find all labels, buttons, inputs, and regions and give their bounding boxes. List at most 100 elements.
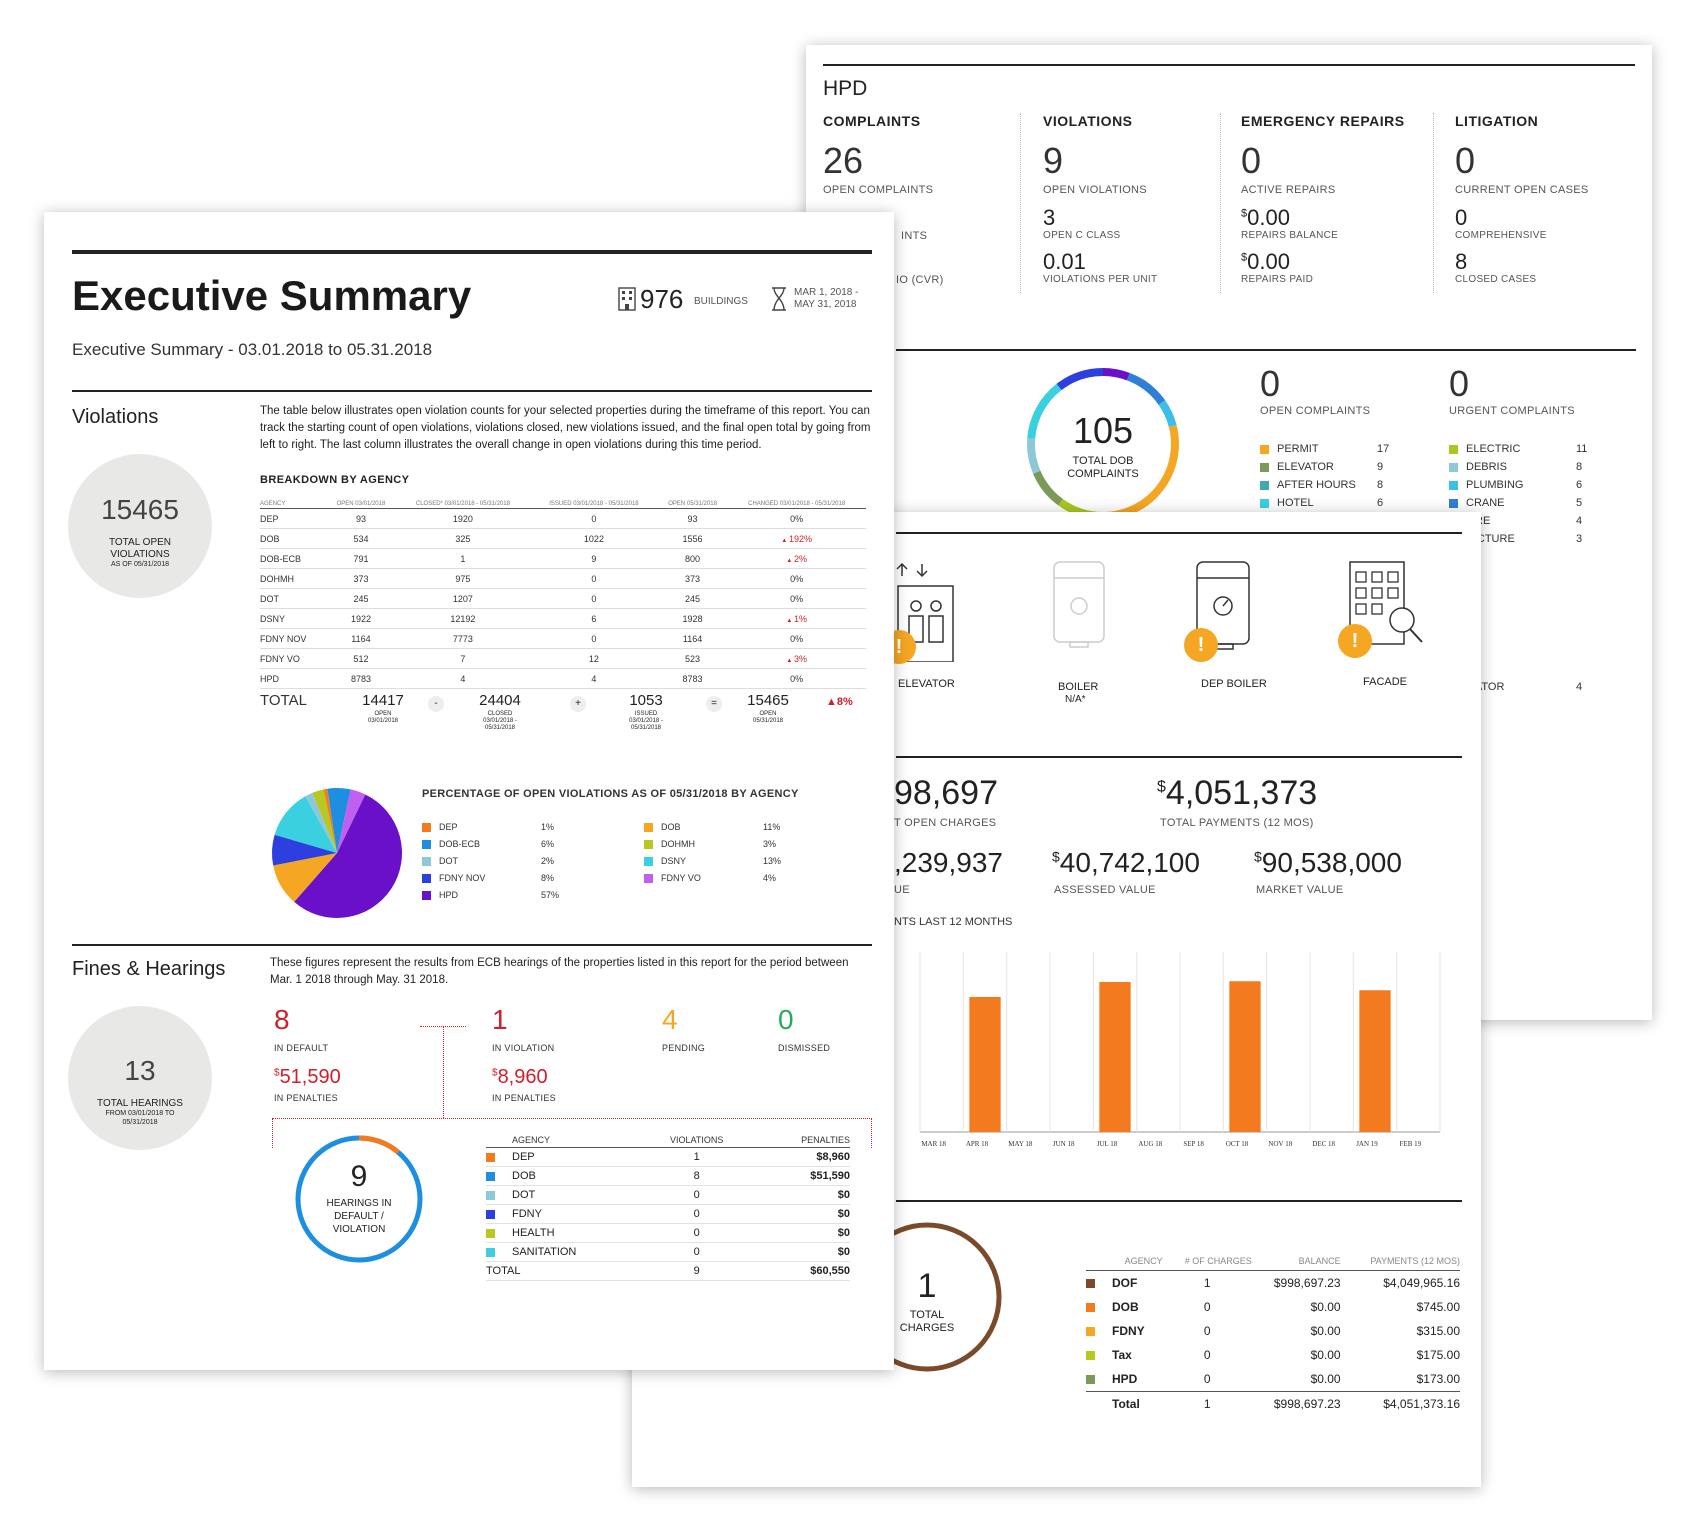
legend-pct: 11% bbox=[763, 822, 781, 832]
column-header: PENALTIES bbox=[750, 1133, 850, 1148]
legend-label: DOB bbox=[661, 822, 681, 832]
pending-value: 4 bbox=[662, 1004, 678, 1035]
market-value-label: MARKET VALUE bbox=[1256, 884, 1344, 896]
payments-cell: $4,049,965.16 bbox=[1383, 1276, 1460, 1290]
agency-cell: HEALTH bbox=[512, 1223, 643, 1243]
litigation-value: 0 bbox=[1455, 140, 1476, 181]
swatch-cell bbox=[486, 1242, 512, 1262]
totals-issued-l1: ISSUED bbox=[634, 711, 658, 717]
urgent-complaints-value: 0 bbox=[1449, 363, 1470, 404]
chart-bar bbox=[1099, 982, 1131, 1132]
agency-cell: Total bbox=[1112, 1397, 1140, 1411]
issued-cell: 6 bbox=[530, 608, 658, 629]
legend-label: DSNY bbox=[661, 856, 687, 866]
table-row: DOT 245 1207 0 245 0% bbox=[260, 588, 866, 609]
comprehensive-label: COMPREHENSIVE bbox=[1455, 230, 1547, 241]
agency-cell: DSNY bbox=[260, 608, 327, 629]
violations-c-class-label: OPEN C CLASS bbox=[1043, 230, 1121, 241]
top-rule bbox=[823, 64, 1635, 66]
agency-cell: FDNY bbox=[512, 1204, 643, 1224]
payments-cell: $745.00 bbox=[1416, 1300, 1460, 1314]
section-rule bbox=[72, 944, 872, 946]
chart-tick-label: JUL 18 bbox=[1097, 1140, 1118, 1148]
dob-total-value: 105 bbox=[1072, 410, 1134, 451]
count-cell: 0 bbox=[1203, 1372, 1211, 1386]
column-header: ISSUED 03/01/2018 - 05/31/2018 bbox=[530, 500, 658, 509]
table-row: DOF 1 $998,697.23 $4,049,965.16 bbox=[1086, 1271, 1460, 1296]
litigation-header: LITIGATION bbox=[1455, 113, 1539, 129]
column-header: AGENCY bbox=[1112, 1252, 1163, 1271]
open-cell: 8783 bbox=[326, 668, 396, 689]
dep-boiler-label: DEP BOILER bbox=[1201, 678, 1267, 690]
issued-cell: 4 bbox=[530, 668, 658, 689]
penalty-cell: $8,960 bbox=[750, 1147, 850, 1167]
pie-legend-item: DEP 1% bbox=[422, 822, 554, 832]
changed-value: 0% bbox=[790, 594, 804, 604]
chart-tick-label: OCT 18 bbox=[1226, 1140, 1249, 1148]
legend-swatch bbox=[422, 839, 431, 849]
dob-legend-item: AFTER HOURS 8 bbox=[1260, 479, 1390, 491]
legend-swatch bbox=[422, 890, 431, 900]
legend-label: DEBRIS bbox=[1466, 461, 1507, 473]
penalty-cell: $0 bbox=[750, 1223, 850, 1243]
pie-slice bbox=[327, 788, 351, 853]
legend-swatch bbox=[422, 873, 431, 883]
emergency-label: ACTIVE REPAIRS bbox=[1241, 184, 1336, 196]
section-rule bbox=[896, 349, 1636, 351]
changed-value: 0% bbox=[790, 574, 804, 584]
agency-cell: DEP bbox=[260, 508, 327, 529]
swatch-cell bbox=[486, 1204, 512, 1224]
legend-swatch bbox=[1449, 498, 1458, 508]
hearings-ring-value: 9 bbox=[350, 1160, 368, 1193]
agency-swatch bbox=[486, 1209, 495, 1219]
pending-label: PENDING bbox=[662, 1043, 706, 1053]
table-row: DOB 8 $51,590 bbox=[486, 1166, 850, 1186]
buildings-count: 976 bbox=[640, 284, 684, 314]
legend-swatch bbox=[1449, 462, 1458, 472]
balance-cell: $998,697.23 bbox=[1273, 1276, 1341, 1290]
hearings-ring-label-1: HEARINGS IN bbox=[326, 1198, 392, 1209]
dob-legend-item: ELECTRIC 11 bbox=[1449, 443, 1589, 455]
pie-legend-item: DSNY 13% bbox=[644, 856, 781, 866]
chart-tick-label: MAR 18 bbox=[921, 1140, 946, 1148]
in-default-label: IN DEFAULT bbox=[274, 1043, 329, 1053]
violations-cell: 0 bbox=[642, 1242, 751, 1262]
column-header: OPEN 05/31/2018 bbox=[657, 500, 728, 509]
changed-cell: ▲ 2% bbox=[727, 548, 866, 569]
swatch-cell bbox=[486, 1147, 512, 1167]
changed-value: 192% bbox=[788, 534, 812, 544]
total-hearings-label-2: FROM 03/01/2018 TO bbox=[105, 1110, 175, 1117]
violations-description: The table below illustrates open violati… bbox=[260, 405, 871, 451]
assessed-value: $40,742,100 bbox=[1052, 847, 1200, 878]
pie-slice bbox=[323, 788, 337, 853]
chart-tick-label: FEB 19 bbox=[1400, 1140, 1422, 1148]
divider bbox=[1220, 113, 1221, 293]
closed-cases-value: 8 bbox=[1455, 249, 1468, 274]
legend-label: DOB-ECB bbox=[439, 839, 481, 849]
legend-pct: 1% bbox=[541, 822, 555, 832]
changed-cell: ▲ 192% bbox=[727, 528, 866, 549]
changed-value: 3% bbox=[793, 654, 807, 664]
legend-swatch bbox=[644, 873, 653, 883]
legend-label: HOTEL bbox=[1277, 497, 1314, 509]
open-complaints-label: OPEN COMPLAINTS bbox=[1260, 405, 1371, 417]
dob-total-label-1: TOTAL DOB bbox=[1072, 455, 1134, 467]
pie-legend-item: DOB-ECB 6% bbox=[422, 839, 554, 849]
total-charges-value: 1 bbox=[917, 1267, 937, 1305]
equals-sign: = bbox=[706, 696, 722, 712]
market-value: $90,538,000 bbox=[1254, 847, 1402, 878]
repairs-balance: $0.00 bbox=[1241, 205, 1290, 230]
legend-swatch bbox=[422, 822, 431, 832]
open-cell: 512 bbox=[326, 648, 396, 669]
violations-totals: TOTAL 14417 OPEN 03/01/2018 - 24404 CLOS… bbox=[260, 690, 866, 750]
chart-tick-label: APR 18 bbox=[966, 1140, 989, 1148]
penalty-cell: $51,590 bbox=[750, 1166, 850, 1186]
totals-label: TOTAL bbox=[260, 692, 307, 709]
column-header: CLOSED* 03/01/2018 - 05/31/2018 bbox=[395, 500, 531, 509]
swatch-cell bbox=[1086, 1295, 1112, 1319]
up-arrow-icon: ▲ bbox=[781, 538, 789, 544]
up-arrow-icon: ▲ bbox=[786, 558, 794, 564]
agency-swatch bbox=[1086, 1279, 1095, 1289]
closed-cell: 975 bbox=[395, 568, 531, 589]
swatch-cell bbox=[486, 1223, 512, 1243]
